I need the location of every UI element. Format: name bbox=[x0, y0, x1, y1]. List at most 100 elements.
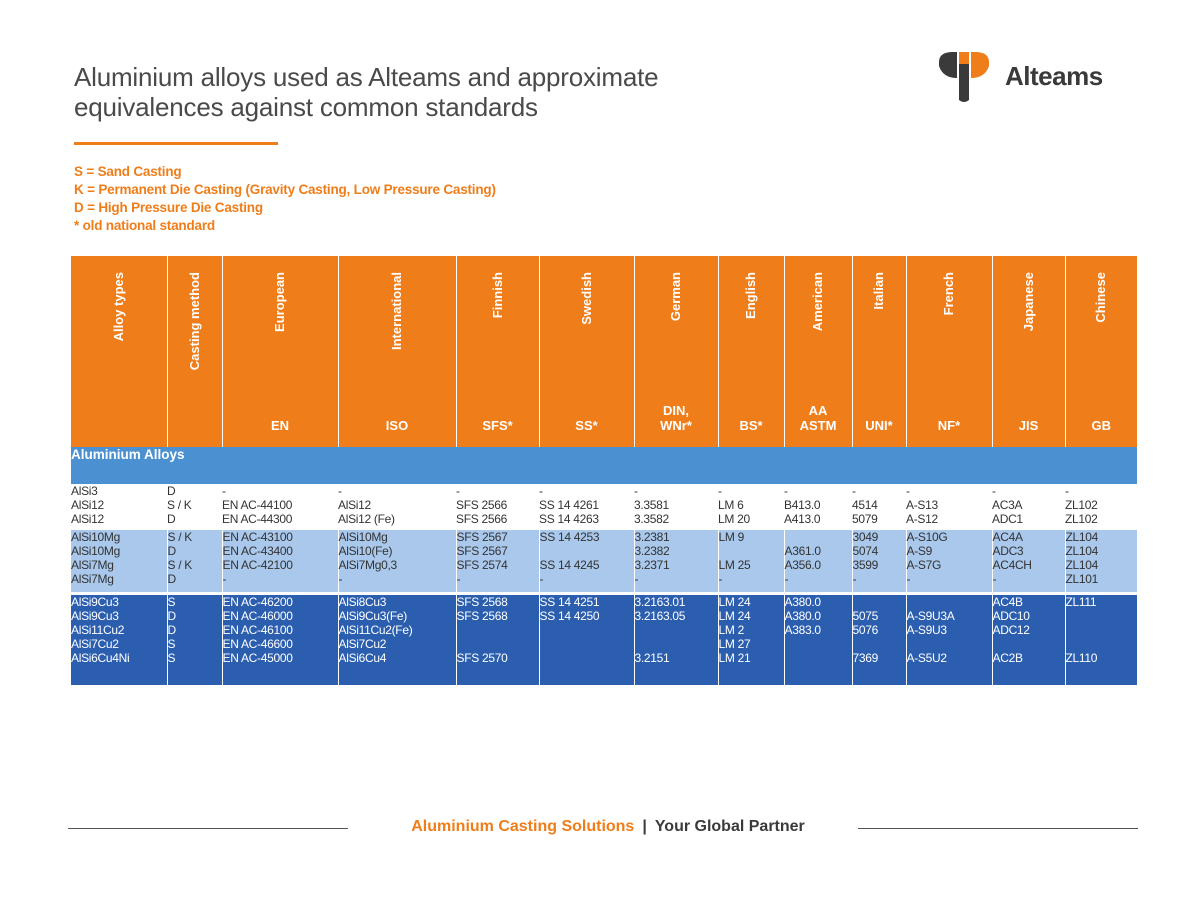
cell-line: - bbox=[852, 572, 857, 586]
cell-line: B413.0 bbox=[784, 498, 821, 512]
table-cell: SFS 2567 SFS 2567 SFS 2574- bbox=[455, 530, 539, 595]
column-header: French NF* bbox=[905, 256, 992, 447]
table-cell: - ZL102 ZL102 bbox=[1065, 484, 1137, 530]
cell-line: SFS 2566 bbox=[456, 512, 507, 526]
table-cell: - SS 14 4261 SS 14 4263 bbox=[539, 484, 634, 530]
page-title: Aluminium alloys used as Alteams and app… bbox=[74, 62, 834, 122]
cell-line bbox=[457, 637, 539, 651]
cell-line: A356.0 bbox=[784, 558, 822, 572]
cell-line: - bbox=[718, 572, 723, 586]
footer: Aluminium Casting Solutions | Your Global … bbox=[68, 816, 1138, 840]
cell-line: D bbox=[167, 544, 177, 558]
cell-line bbox=[540, 623, 634, 637]
cell-line: ADC12 bbox=[992, 623, 1030, 637]
cell-line: A-S9U3 bbox=[906, 623, 948, 637]
table-header-row: Alloy types Casting method European EN In… bbox=[71, 256, 1137, 447]
cell-line: AlSi12 bbox=[71, 498, 104, 512]
table-cell: - AC3A ADC1 bbox=[992, 484, 1065, 530]
cell-line bbox=[993, 637, 1065, 651]
cell-line: - bbox=[634, 572, 639, 586]
cell-line: 3.2381 bbox=[634, 530, 670, 544]
cell-line bbox=[719, 544, 784, 558]
cell-line: AlSi10(Fe) bbox=[338, 544, 393, 558]
cell-line: EN AC-43100 bbox=[222, 530, 293, 544]
column-header: Swedish SS* bbox=[538, 256, 634, 447]
cell-line: LM 27 bbox=[718, 637, 751, 651]
cell-line: A-S9U3A bbox=[906, 609, 955, 623]
cell-line: AC2B bbox=[992, 651, 1023, 665]
legend-item-hpdc: D = High Pressure Die Casting bbox=[74, 200, 263, 215]
table-cell: - EN AC-44100 EN AC-44300 bbox=[222, 484, 338, 530]
section-label: Aluminium Alloys bbox=[71, 447, 1137, 484]
section-row: Aluminium Alloys bbox=[71, 447, 1137, 484]
cell-line: AC3A bbox=[992, 498, 1023, 512]
cell-line bbox=[1066, 637, 1138, 651]
cell-line: AlSi10Mg bbox=[71, 544, 120, 558]
footer-tagline-right: Your Global Partner bbox=[654, 818, 805, 835]
cell-line: AlSi9Cu3 bbox=[71, 609, 119, 623]
cell-line bbox=[785, 651, 852, 665]
cell-line: SFS 2570 bbox=[456, 651, 508, 665]
cell-line: AlSi10Mg bbox=[71, 530, 120, 544]
cell-line bbox=[540, 637, 634, 651]
column-header: Casting method bbox=[166, 256, 222, 447]
cell-line: LM 2 bbox=[718, 623, 745, 637]
cell-line: AlSi12 (Fe) bbox=[338, 512, 395, 526]
cell-line: EN AC-45000 bbox=[222, 651, 293, 665]
footer-rule-right bbox=[858, 828, 1138, 829]
cell-line: A-S9 bbox=[906, 544, 933, 558]
column-header: American AA ASTM bbox=[783, 256, 852, 447]
column-header: English BS* bbox=[717, 256, 784, 447]
cell-line: - bbox=[784, 484, 788, 498]
table-cell: SFS 2568 SFS 2568 SFS 2570 bbox=[455, 593, 539, 685]
cell-line: SS 14 4261 bbox=[539, 498, 599, 512]
cell-line: ZL110 bbox=[1065, 651, 1098, 665]
cell-line: EN AC-46600 bbox=[222, 637, 293, 651]
cell-line: EN AC-46100 bbox=[222, 623, 293, 637]
column-header: Finnish SFS* bbox=[455, 256, 539, 447]
cell-line: - bbox=[222, 484, 226, 498]
cell-line: - bbox=[718, 484, 722, 498]
column-header: Chinese GB bbox=[1064, 256, 1137, 447]
table-cell: AlSi3 AlSi12 AlSi12 bbox=[71, 484, 167, 530]
logo-text: Alteams bbox=[1005, 60, 1103, 91]
cell-line: 5074 bbox=[852, 544, 879, 558]
cell-line: LM 6 bbox=[718, 498, 744, 512]
cell-line: 4514 bbox=[852, 498, 878, 512]
cell-line: AlSi7Mg bbox=[71, 572, 114, 586]
cell-line: SS 14 4251 bbox=[539, 595, 600, 609]
legend-item-sand: S = Sand Casting bbox=[74, 164, 182, 179]
table-cell: 5075 5076 7369 bbox=[851, 593, 906, 685]
table-cell: 3049 5074 3599- bbox=[851, 530, 906, 595]
cell-line: D bbox=[167, 623, 177, 637]
column-header: European EN bbox=[221, 256, 338, 447]
cell-line bbox=[785, 637, 852, 651]
cell-line: A380.0 bbox=[784, 609, 822, 623]
table-cell: A-S9U3A A-S9U3 A-S5U2 bbox=[905, 593, 992, 685]
table-row-group-3: AlSi9Cu3 AlSi9Cu3 AlSi11Cu2 AlSi7Cu2 AlSi6Cu… bbox=[71, 593, 1138, 685]
cell-line: 3.3582 bbox=[634, 512, 669, 526]
cell-line bbox=[540, 651, 634, 665]
cell-line: A-S7G bbox=[906, 558, 942, 572]
cell-line: AlSi7Cu2 bbox=[71, 637, 119, 651]
cell-line: 3.2382 bbox=[634, 544, 670, 558]
cell-line: AlSi12 bbox=[71, 512, 104, 526]
cell-line: A361.0 bbox=[784, 544, 822, 558]
cell-line: S bbox=[167, 595, 176, 609]
cell-line: EN AC-43400 bbox=[222, 544, 293, 558]
table-cell: EN AC-43100 EN AC-43400 EN AC-42100- bbox=[221, 530, 338, 595]
cell-line: AlSi6Cu4Ni bbox=[71, 651, 130, 665]
cell-line: AC4CH bbox=[992, 558, 1032, 572]
cell-line: EN AC-46000 bbox=[222, 609, 293, 623]
cell-line: A413.0 bbox=[784, 512, 821, 526]
table-cell: SS 14 4253 SS 14 4245- bbox=[538, 530, 634, 595]
cell-line: LM 24 bbox=[718, 609, 751, 623]
cell-line: EN AC-42100 bbox=[222, 558, 293, 572]
cell-line: D bbox=[167, 512, 176, 526]
table-cell: AlSi10Mg AlSi10(Fe) AlSi7Mg0,3- bbox=[337, 530, 456, 595]
cell-line: S bbox=[167, 637, 176, 651]
footer-tagline: Aluminium Casting Solutions | Your Global … bbox=[368, 818, 848, 836]
column-header: International ISO bbox=[337, 256, 456, 447]
cell-line: A383.0 bbox=[784, 623, 822, 637]
